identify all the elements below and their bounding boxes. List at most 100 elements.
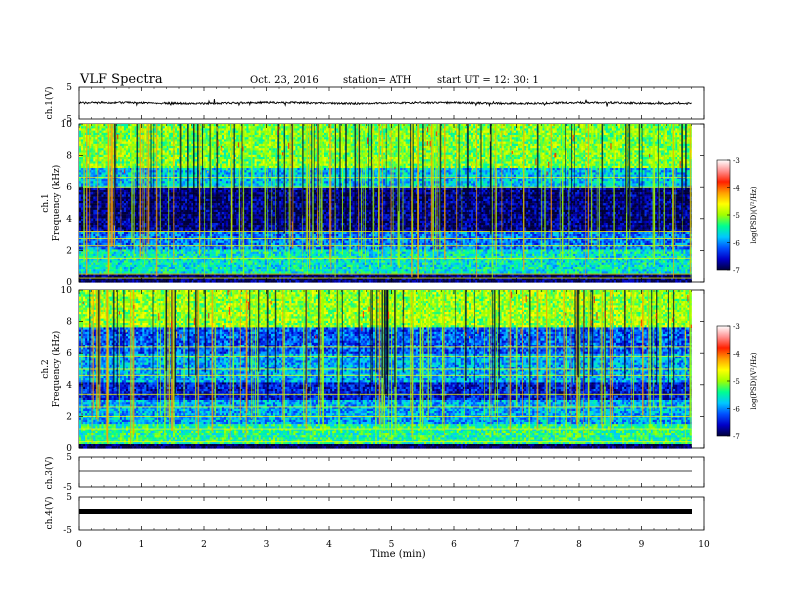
spectrogram-cell (118, 234, 120, 236)
spectrogram-cell (181, 280, 183, 282)
spectrogram-cell (165, 135, 167, 137)
spectrogram-cell (104, 181, 106, 183)
spectrogram-cell (144, 263, 146, 265)
spectrogram-cell (159, 247, 161, 249)
spectrogram-cell (134, 267, 136, 269)
spectrogram-cell (212, 133, 214, 135)
spectrogram-cell (81, 271, 83, 273)
spectrogram-cell (110, 260, 112, 262)
spectrogram-cell (214, 241, 216, 243)
spectrogram-cell (101, 247, 103, 249)
spectrogram-cell (179, 265, 181, 267)
spectrogram-cell (144, 254, 146, 256)
spectrogram-cell (81, 164, 83, 166)
spectrogram-cell (214, 142, 216, 144)
spectrogram-cell (144, 216, 146, 218)
spectrogram-cell (206, 155, 208, 157)
spectrogram-cell (116, 221, 118, 223)
spectrogram-cell (124, 260, 126, 262)
spectrogram-cell (199, 263, 201, 265)
spectrogram-cell (175, 234, 177, 236)
spectrogram-cell (214, 188, 216, 190)
spectrogram-cell (212, 166, 214, 168)
spectrogram-cell (206, 168, 208, 170)
spectrogram-cell (122, 168, 124, 170)
spectrogram-cell (150, 267, 152, 269)
spectrogram-cell (185, 271, 187, 273)
spectrogram-cell (179, 252, 181, 254)
spectrogram-cell (183, 203, 185, 205)
spectrogram-cell (208, 254, 210, 256)
spectrogram-cell (126, 133, 128, 135)
spectrogram-cell (185, 247, 187, 249)
spectrogram-cell (81, 265, 83, 267)
spectrogram-cell (189, 265, 191, 267)
spectrogram-cell (183, 254, 185, 256)
spectrogram-cell (220, 168, 222, 170)
spectrogram-cell (122, 234, 124, 236)
spectrogram-cell (87, 170, 89, 172)
spectrogram-cell (171, 194, 173, 196)
spectrogram-cell (183, 232, 185, 234)
spectrogram-cell (206, 252, 208, 254)
spectrogram-cell (167, 267, 169, 269)
spectrogram-cell (195, 267, 197, 269)
spectrogram-cell (79, 243, 81, 245)
spectrogram-cell (185, 267, 187, 269)
spectrogram-cell (171, 175, 173, 177)
spectrogram-cell (136, 223, 138, 225)
spectrogram-cell (144, 214, 146, 216)
spectrogram-cell (95, 172, 97, 174)
spectrogram-cell (208, 263, 210, 265)
spectrogram-cell (124, 254, 126, 256)
spectrogram-cell (91, 241, 93, 243)
spectrogram-cell (81, 241, 83, 243)
spectrogram-cell (93, 168, 95, 170)
spectrogram-cell (87, 137, 89, 139)
spectrogram-cell (124, 139, 126, 141)
spectrogram-cell (128, 128, 130, 130)
spectrogram-cell (177, 212, 179, 214)
spectrogram-cell (187, 267, 189, 269)
spectrogram-cell (118, 214, 120, 216)
spectrogram-cell (93, 188, 95, 190)
spectrogram-cell (216, 221, 218, 223)
spectrogram-cell (87, 155, 89, 157)
spectrogram-cell (116, 232, 118, 234)
spectrogram-cell (116, 219, 118, 221)
spectrogram-cell (104, 254, 106, 256)
spectrogram-cell (118, 271, 120, 273)
spectrogram-cell (163, 247, 165, 249)
spectrogram-cell (153, 223, 155, 225)
spectrogram-cell (87, 164, 89, 166)
spectrogram-cell (189, 227, 191, 229)
spectrogram-cell (163, 227, 165, 229)
spectrogram-cell (202, 232, 204, 234)
spectrogram-cell (140, 271, 142, 273)
spectrogram-cell (208, 221, 210, 223)
spectrogram-cell (144, 201, 146, 203)
spectrogram-cell (101, 210, 103, 212)
spectrogram-cell (93, 150, 95, 152)
spectrogram-cell (214, 263, 216, 265)
spectrogram-cell (130, 280, 132, 282)
spectrogram-cell (104, 148, 106, 150)
spectrogram-cell (106, 166, 108, 168)
spectrogram-cell (195, 234, 197, 236)
spectrogram-cell (195, 260, 197, 262)
spectrogram-cell (89, 267, 91, 269)
spectrogram-cell (118, 170, 120, 172)
spectrogram-cell (183, 252, 185, 254)
ch3-waveform-panel (79, 457, 704, 487)
spectrogram-cell (208, 219, 210, 221)
spectrogram-cell (144, 172, 146, 174)
spectrogram-cell (101, 203, 103, 205)
spectrogram-cell (189, 161, 191, 163)
spectrogram-cell (214, 133, 216, 135)
spectrogram-cell (189, 170, 191, 172)
spectrogram-cell (163, 135, 165, 137)
spectrogram-cell (144, 267, 146, 269)
spectrogram-cell (199, 260, 201, 262)
spectrogram-cell (185, 265, 187, 267)
spectrogram-cell (126, 203, 128, 205)
